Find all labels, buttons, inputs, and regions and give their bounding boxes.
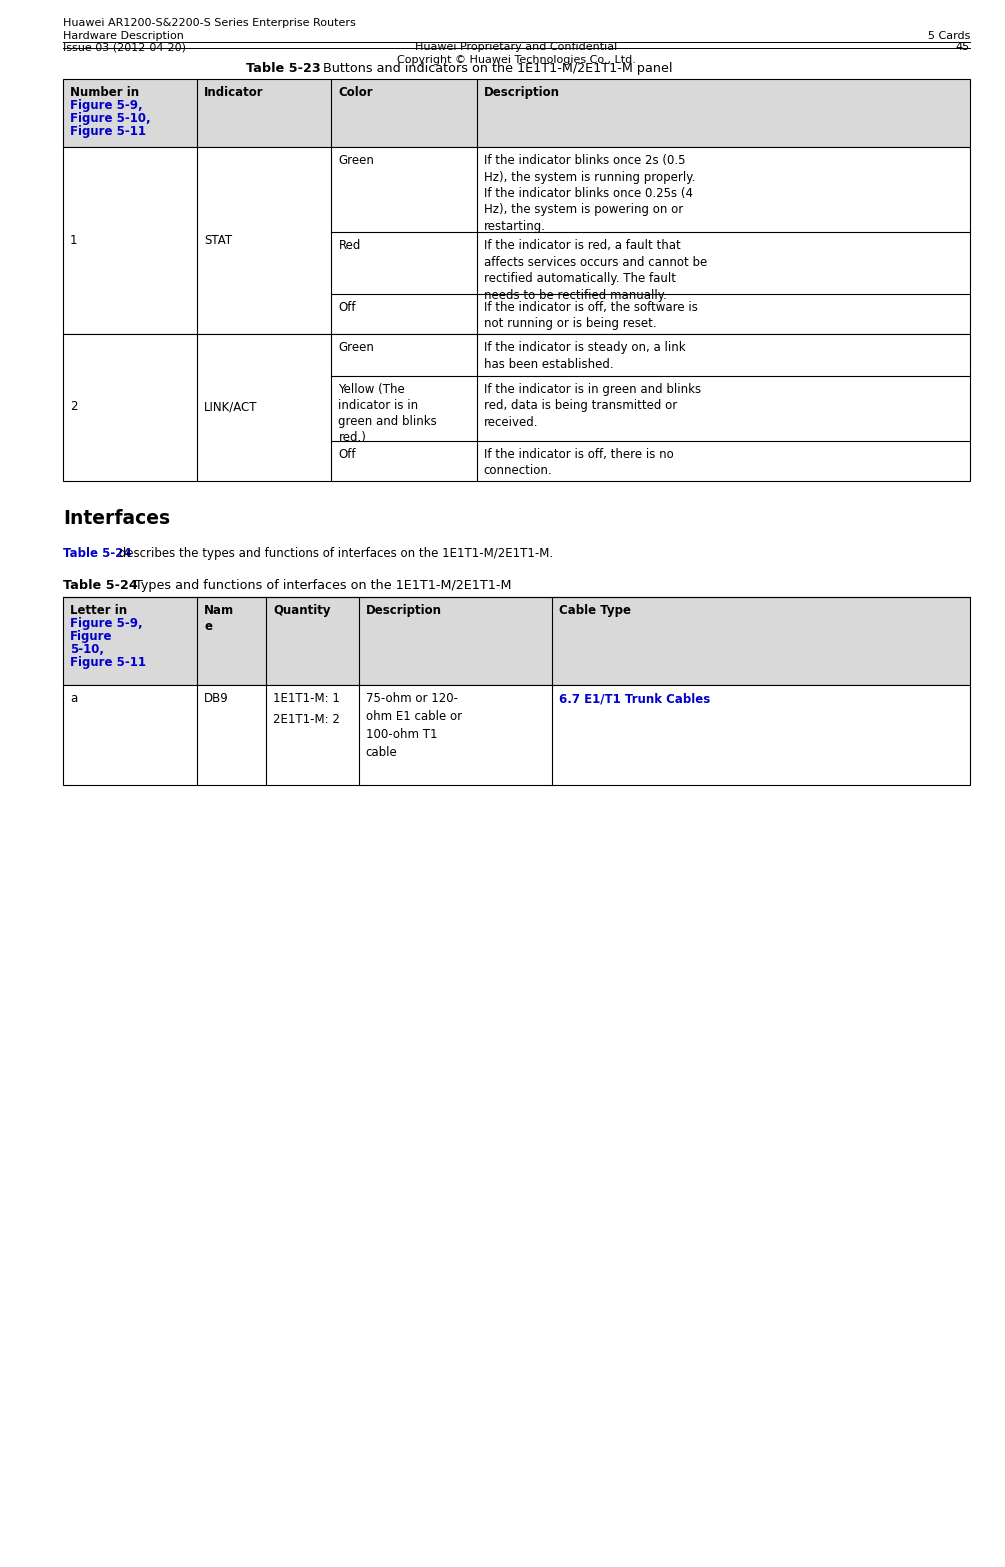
Text: Figure 5-9,: Figure 5-9, — [70, 99, 143, 111]
Text: Table 5-24: Table 5-24 — [63, 547, 132, 559]
Text: If the indicator is red, a fault that
affects services occurs and cannot be
rect: If the indicator is red, a fault that af… — [483, 240, 707, 301]
Text: Off: Off — [339, 301, 356, 313]
Bar — [63, 597, 970, 685]
Text: Red: Red — [339, 240, 361, 252]
Text: If the indicator is steady on, a link
has been established.: If the indicator is steady on, a link ha… — [483, 342, 685, 370]
Text: Description: Description — [366, 603, 441, 617]
Text: Figure 5-10,: Figure 5-10, — [70, 111, 151, 125]
Text: If the indicator is off, the software is
not running or is being reset.: If the indicator is off, the software is… — [483, 301, 697, 331]
Text: Figure 5-11: Figure 5-11 — [70, 657, 146, 669]
Text: a: a — [70, 693, 77, 705]
Text: Table 5-24: Table 5-24 — [63, 578, 138, 592]
Bar — [63, 334, 970, 481]
Text: Figure 5-9,: Figure 5-9, — [70, 617, 143, 630]
Text: Green: Green — [339, 154, 374, 168]
Text: 5 Cards: 5 Cards — [928, 31, 970, 41]
Text: 1: 1 — [70, 233, 77, 246]
Bar — [63, 685, 970, 785]
Text: 6.7 E1/T1 Trunk Cables: 6.7 E1/T1 Trunk Cables — [559, 693, 711, 705]
Text: describes the types and functions of interfaces on the 1E1T1-M/2E1T1-M.: describes the types and functions of int… — [115, 547, 553, 559]
Text: Huawei AR1200-S&2200-S Series Enterprise Routers: Huawei AR1200-S&2200-S Series Enterprise… — [63, 17, 356, 28]
Text: Figure: Figure — [70, 630, 113, 642]
Text: Cable Type: Cable Type — [559, 603, 631, 617]
Text: Table 5-23: Table 5-23 — [246, 63, 321, 75]
Text: 1E1T1-M: 1
2E1T1-M: 2: 1E1T1-M: 1 2E1T1-M: 2 — [273, 693, 340, 726]
Text: Huawei Proprietary and Confidential: Huawei Proprietary and Confidential — [415, 42, 618, 52]
Text: If the indicator is in green and blinks
red, data is being transmitted or
receiv: If the indicator is in green and blinks … — [483, 382, 700, 429]
Text: Number in: Number in — [70, 86, 139, 99]
Bar — [63, 147, 970, 334]
Text: Interfaces: Interfaces — [63, 509, 170, 528]
Text: DB9: DB9 — [204, 693, 229, 705]
Text: Indicator: Indicator — [204, 86, 264, 99]
Bar — [63, 78, 970, 147]
Text: Yellow (The
indicator is in
green and blinks
red.): Yellow (The indicator is in green and bl… — [339, 382, 437, 443]
Text: Figure 5-11: Figure 5-11 — [70, 125, 146, 138]
Text: STAT: STAT — [204, 233, 232, 246]
Text: Nam
e: Nam e — [204, 603, 234, 633]
Text: 2: 2 — [70, 401, 77, 414]
Text: LINK/ACT: LINK/ACT — [204, 401, 257, 414]
Text: Quantity: Quantity — [273, 603, 331, 617]
Text: If the indicator blinks once 2s (0.5
Hz), the system is running properly.
If the: If the indicator blinks once 2s (0.5 Hz)… — [483, 154, 695, 233]
Text: Letter in: Letter in — [70, 603, 127, 617]
Text: 5-10,: 5-10, — [70, 642, 104, 657]
Text: Off: Off — [339, 448, 356, 461]
Text: 75-ohm or 120-
ohm E1 cable or
100-ohm T1
cable: 75-ohm or 120- ohm E1 cable or 100-ohm T… — [366, 693, 462, 758]
Text: Green: Green — [339, 342, 374, 354]
Text: Hardware Description: Hardware Description — [63, 31, 184, 41]
Text: Types and functions of interfaces on the 1E1T1-M/2E1T1-M: Types and functions of interfaces on the… — [131, 578, 512, 592]
Text: Buttons and indicators on the 1E1T1-M/2E1T1-M panel: Buttons and indicators on the 1E1T1-M/2E… — [319, 63, 672, 75]
Text: Issue 03 (2012-04-20): Issue 03 (2012-04-20) — [63, 42, 186, 52]
Text: 45: 45 — [956, 42, 970, 52]
Text: Color: Color — [339, 86, 373, 99]
Text: Copyright © Huawei Technologies Co., Ltd.: Copyright © Huawei Technologies Co., Ltd… — [397, 55, 636, 64]
Text: Description: Description — [483, 86, 560, 99]
Text: If the indicator is off, there is no
connection.: If the indicator is off, there is no con… — [483, 448, 673, 478]
